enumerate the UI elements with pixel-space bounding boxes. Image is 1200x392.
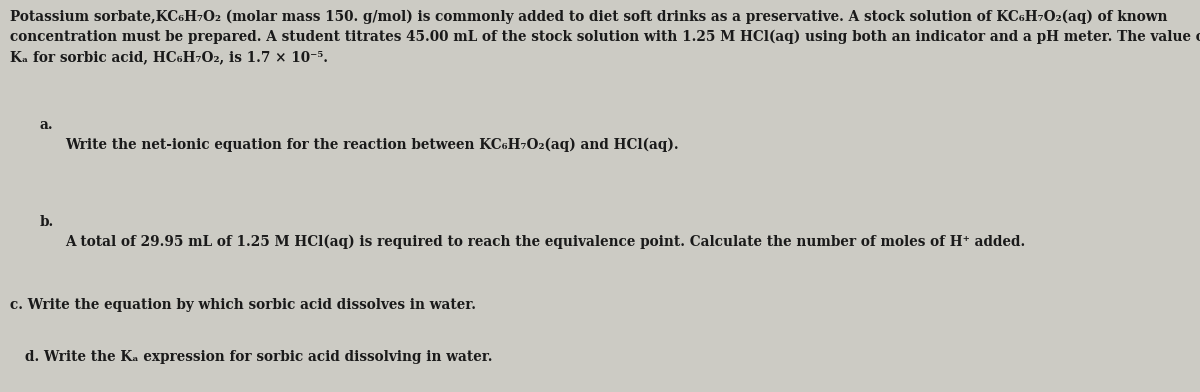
Text: d. Write the Kₐ expression for sorbic acid dissolving in water.: d. Write the Kₐ expression for sorbic ac… <box>25 350 492 364</box>
Text: a.: a. <box>40 118 54 132</box>
Text: A total of 29.95 mL of 1.25 M HCl(aq) is required to reach the equivalence point: A total of 29.95 mL of 1.25 M HCl(aq) is… <box>65 235 1025 249</box>
Text: b.: b. <box>40 215 54 229</box>
Text: Kₐ for sorbic acid, HC₆H₇O₂, is 1.7 × 10⁻⁵.: Kₐ for sorbic acid, HC₆H₇O₂, is 1.7 × 10… <box>10 50 328 64</box>
Text: concentration must be prepared. A student titrates 45.00 mL of the stock solutio: concentration must be prepared. A studen… <box>10 30 1200 44</box>
Text: Write the net-ionic equation for the reaction between KC₆H₇O₂(aq) and HCl(aq).: Write the net-ionic equation for the rea… <box>65 138 679 152</box>
Text: c. Write the equation by which sorbic acid dissolves in water.: c. Write the equation by which sorbic ac… <box>10 298 476 312</box>
Text: Potassium sorbate,KC₆H₇O₂ (molar mass 150. g/mol) is commonly added to diet soft: Potassium sorbate,KC₆H₇O₂ (molar mass 15… <box>10 10 1168 24</box>
